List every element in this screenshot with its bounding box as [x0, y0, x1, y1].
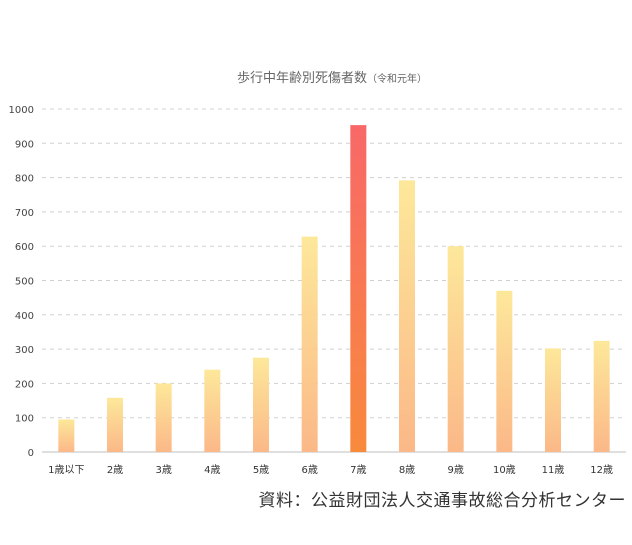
x-tick-label: 12歳 [590, 464, 613, 476]
x-tick-label: 8歳 [399, 464, 415, 476]
y-tick-label: 1000 [9, 105, 34, 116]
bar-1歳以下 [58, 419, 75, 452]
bar-2歳 [107, 397, 123, 452]
bar-10歳 [496, 290, 513, 452]
bar-3歳 [155, 383, 172, 452]
bar-4歳 [204, 369, 221, 452]
y-tick-label: 700 [15, 208, 34, 219]
bar-5歳 [253, 357, 269, 452]
x-tick-label: 11歳 [542, 464, 565, 476]
y-tick-label: 600 [15, 242, 34, 253]
gridlines [42, 108, 626, 453]
bar-11歳 [545, 348, 561, 452]
y-tick-label: 500 [15, 277, 34, 288]
bar-8歳 [399, 180, 415, 452]
bar-9歳 [447, 246, 464, 452]
bar-7歳 [350, 125, 367, 452]
bar-12歳 [593, 340, 610, 452]
bars [58, 125, 610, 452]
y-tick-label: 300 [15, 345, 34, 356]
y-tick-label: 0 [28, 448, 34, 459]
y-tick-label: 800 [15, 174, 34, 185]
y-tick-label: 400 [15, 311, 34, 322]
source-note: 資料：公益財団法人交通事故総合分析センター [258, 491, 626, 511]
x-tick-label: 6歳 [301, 464, 317, 476]
bar-6歳 [301, 236, 318, 452]
y-axis: 0 100 200 300 400 500 600 700 800 900 1000 [9, 105, 34, 459]
x-tick-label: 4歳 [204, 464, 220, 476]
x-tick-label: 10歳 [493, 464, 516, 476]
y-tick-label: 900 [15, 139, 34, 150]
x-tick-label: 7歳 [350, 464, 366, 476]
x-tick-label: 3歳 [155, 464, 171, 476]
x-axis: 1歳以下 2歳 3歳 4歳 5歳 6歳 7歳 8歳 9歳 10歳 11歳 12歳 [48, 464, 613, 476]
chart-title: 歩行中年齢別死傷者数（令和元年） [237, 71, 427, 86]
x-tick-label: 2歳 [107, 464, 123, 476]
x-tick-label: 5歳 [253, 464, 269, 476]
x-tick-label: 1歳以下 [48, 464, 84, 476]
y-tick-label: 100 [15, 414, 34, 425]
x-tick-label: 9歳 [447, 464, 463, 476]
y-tick-label: 200 [15, 379, 34, 390]
